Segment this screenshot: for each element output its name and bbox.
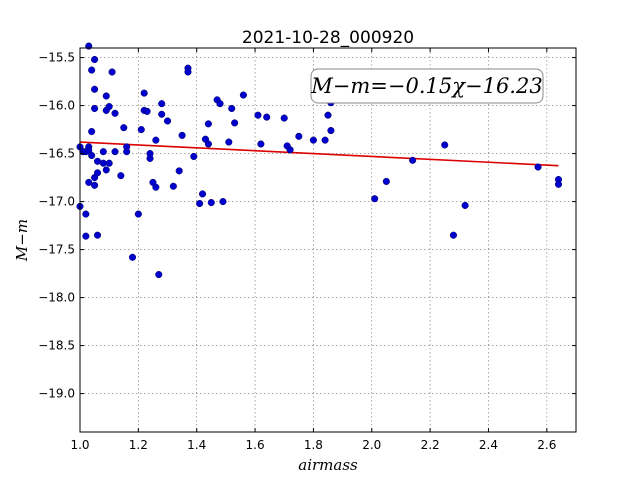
data-point	[158, 100, 166, 108]
data-point	[91, 85, 99, 93]
data-point	[196, 199, 204, 208]
data-point	[155, 271, 163, 279]
y-tick-label: −17.5	[38, 243, 75, 257]
data-point	[216, 100, 224, 108]
data-point	[554, 180, 563, 188]
data-point	[123, 148, 131, 156]
data-point	[175, 167, 183, 175]
data-point	[225, 138, 233, 146]
data-point	[461, 201, 469, 209]
x-tick-label: 1.0	[70, 438, 89, 452]
y-tick-label: −16.0	[38, 99, 75, 113]
grid	[79, 48, 576, 432]
data-point	[91, 181, 99, 189]
x-axis-label: airmass	[298, 456, 358, 474]
data-point	[102, 166, 110, 174]
y-axis-label: M−m	[13, 219, 31, 262]
y-tick-label: −19.0	[38, 387, 75, 401]
data-point	[108, 68, 116, 76]
data-point	[228, 104, 236, 113]
data-point	[82, 210, 90, 218]
data-point	[88, 66, 96, 74]
x-tick-label: 2.0	[362, 438, 381, 452]
y-tick-label: −17.0	[38, 195, 75, 209]
data-point	[239, 91, 247, 99]
data-point	[137, 126, 145, 134]
data-point	[134, 210, 142, 218]
data-point	[231, 119, 239, 127]
data-point	[449, 231, 458, 239]
data-point	[158, 110, 166, 118]
data-point	[128, 253, 137, 261]
data-point	[111, 109, 119, 117]
data-point	[382, 177, 390, 185]
data-point	[146, 150, 154, 158]
data-point	[117, 172, 125, 180]
y-tick-label: −15.5	[38, 51, 75, 65]
x-tick-label: 1.2	[129, 438, 148, 452]
data-point	[143, 107, 151, 115]
chart-title: 2021-10-28_000920	[242, 28, 414, 48]
data-point	[280, 114, 288, 122]
data-point	[178, 131, 186, 139]
data-point	[204, 140, 212, 148]
axis-ticks: 1.0 1.2 1.4 1.6 1.8 2.0 2.2 2.4 2.6 −15.5 −16.0 −16…	[38, 48, 576, 452]
data-point	[152, 183, 160, 191]
data-point	[93, 231, 102, 239]
data-point	[190, 152, 198, 161]
data-point	[88, 127, 96, 136]
fit-line	[79, 141, 559, 167]
data-point	[91, 55, 99, 64]
data-point	[263, 113, 271, 121]
data-point	[371, 195, 379, 203]
data-point	[93, 169, 102, 177]
fit-line-layer	[79, 141, 559, 167]
data-point	[286, 146, 294, 154]
data-point	[204, 120, 212, 128]
data-point	[91, 104, 99, 113]
data-point	[321, 136, 329, 144]
annotation-box	[310, 68, 544, 104]
x-tick-label: 2.6	[537, 438, 556, 452]
x-tick-label: 1.6	[246, 438, 265, 452]
data-point	[152, 136, 160, 144]
plot-frame	[79, 47, 577, 433]
data-point	[140, 89, 148, 97]
y-tick-label: −18.5	[38, 339, 75, 353]
data-point	[105, 159, 113, 167]
data-point	[82, 232, 90, 240]
x-tick-label: 2.2	[421, 438, 440, 452]
data-point	[309, 136, 317, 144]
data-point	[102, 92, 110, 100]
data-point	[163, 117, 172, 125]
data-point	[295, 132, 303, 140]
data-point	[184, 68, 192, 76]
y-tick-label: −16.5	[38, 147, 75, 161]
data-point	[219, 198, 227, 206]
data-point	[324, 111, 332, 119]
data-point	[120, 124, 128, 132]
x-tick-label: 1.4	[187, 438, 206, 452]
data-point	[441, 141, 449, 149]
data-point	[169, 182, 177, 190]
data-point	[257, 140, 265, 148]
data-point	[207, 199, 215, 207]
y-tick-label: −18.0	[38, 291, 75, 305]
annotation-equation: M−m=−0.15χ−16.23	[310, 74, 542, 98]
x-tick-label: 1.8	[304, 438, 323, 452]
data-point	[254, 111, 262, 119]
data-point	[327, 127, 335, 135]
data-point	[105, 103, 113, 111]
data-point	[88, 151, 96, 160]
data-point	[111, 148, 119, 156]
data-point	[85, 178, 93, 186]
data-point	[409, 156, 417, 164]
fit-annotation: M−m=−0.15χ−16.23	[310, 68, 544, 104]
data-point	[534, 163, 542, 171]
data-point	[198, 190, 207, 198]
data-point	[99, 148, 107, 156]
x-tick-label: 2.4	[479, 438, 498, 452]
